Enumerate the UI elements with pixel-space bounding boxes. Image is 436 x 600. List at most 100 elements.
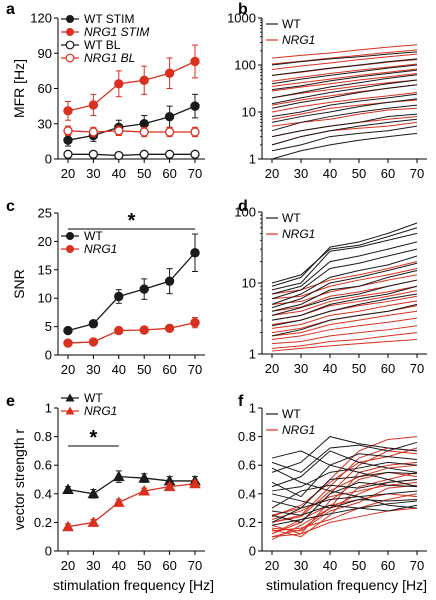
y-tick-label: 1 — [249, 152, 256, 167]
x-tick-label: 60 — [162, 558, 176, 573]
y-tick-label: 120 — [30, 11, 52, 26]
data-point — [138, 484, 151, 496]
y-axis-label: MFR [Hz] — [11, 59, 27, 118]
y-tick-label: 0 — [249, 544, 256, 559]
x-tick-label: 60 — [162, 166, 176, 181]
data-point — [112, 470, 125, 482]
nrg1-line-13 — [271, 261, 418, 295]
x-tick-label: 30 — [294, 166, 308, 181]
data-point — [164, 68, 175, 78]
wt-line-12 — [271, 58, 418, 76]
wt-line-5 — [271, 262, 418, 309]
x-tick-label: 70 — [188, 166, 202, 181]
y-axis-label: SNR — [11, 269, 27, 299]
wt-line-13 — [271, 450, 418, 488]
nrg1-line-11 — [271, 274, 418, 305]
legend-label: NRG1 STIM — [84, 25, 149, 39]
legend-label: WT — [84, 229, 103, 243]
panel-label: c — [6, 198, 15, 215]
nrg1-line-9 — [271, 285, 418, 316]
x-tick-label: 50 — [352, 558, 366, 573]
nrg1-line-1 — [271, 116, 418, 138]
legend-label: NRG1 — [84, 242, 117, 256]
wt-line-13 — [271, 51, 418, 66]
y-tick-label: 30 — [38, 116, 52, 131]
legend-marker — [66, 245, 74, 253]
data-point — [164, 276, 175, 286]
significance-star: * — [90, 427, 98, 449]
data-point — [114, 291, 124, 302]
nrg1-line-0 — [271, 121, 418, 146]
wt-line-4 — [271, 471, 418, 509]
wt-line-8 — [271, 79, 418, 105]
legend-label: NRG1 — [84, 404, 117, 418]
series-line — [67, 252, 196, 332]
significance-star: * — [128, 210, 136, 232]
series-line — [67, 475, 195, 495]
x-tick-label: 40 — [112, 362, 126, 377]
x-tick-label: 30 — [294, 558, 308, 573]
x-axis-label: stimulation frequency [Hz] — [266, 577, 427, 593]
x-tick-label: 20 — [61, 558, 75, 573]
legend-marker — [66, 28, 74, 36]
legend-label: NRG1 — [282, 423, 315, 437]
legend-marker — [66, 15, 74, 23]
wt-line-11 — [271, 450, 418, 488]
data-point — [139, 75, 149, 85]
x-tick-label: 40 — [323, 361, 337, 376]
x-tick-label: 60 — [381, 558, 395, 573]
data-point — [164, 149, 175, 159]
legend-label: NRG1 BL — [84, 51, 135, 65]
nrg1-line-8 — [271, 68, 418, 87]
nrg1-line-13 — [271, 44, 418, 59]
nrg1-line-7 — [271, 493, 418, 532]
legend-marker — [65, 53, 75, 63]
y-tick-label: 10 — [242, 276, 256, 291]
x-tick-label: 60 — [162, 362, 176, 377]
series-1 — [62, 477, 201, 532]
data-point — [190, 149, 200, 159]
x-tick-label: 50 — [137, 558, 151, 573]
legend-label: WT — [282, 407, 301, 421]
y-tick-label: 100 — [234, 58, 256, 73]
wt-line-9 — [271, 467, 418, 509]
legend-marker — [66, 232, 74, 240]
y-tick-label: 1 — [45, 401, 52, 416]
panel-d: d 1 10 100 20 30 40 50 60 70 WT NRG1 — [234, 198, 427, 376]
y-tick-label: 60 — [38, 81, 52, 96]
data-point — [138, 472, 151, 483]
panel-label: d — [238, 198, 248, 215]
data-point — [139, 149, 149, 159]
wt-line-6 — [271, 93, 418, 118]
legend-marker — [65, 393, 75, 402]
panel-label: f — [238, 393, 244, 410]
nrg1-line-1 — [271, 332, 418, 349]
series-line — [67, 130, 195, 133]
nrg1-line-12 — [271, 268, 418, 300]
series-0 — [63, 233, 200, 336]
data-point — [114, 150, 124, 161]
y-tick-label: 100 — [234, 205, 256, 220]
y-tick-label: 10 — [242, 105, 256, 120]
nrg1-line-1 — [271, 450, 418, 535]
x-tick-label: 60 — [381, 166, 395, 181]
data-point — [139, 119, 149, 129]
panel-b: b 1 10 100 1000 20 30 40 50 60 70 WT NRG1 — [227, 1, 427, 181]
data-point — [87, 487, 100, 499]
wt-line-0 — [271, 132, 418, 160]
series-1 — [63, 317, 200, 348]
legend-label: WT — [282, 211, 301, 225]
x-tick-label: 30 — [86, 362, 100, 377]
x-tick-label: 30 — [86, 166, 100, 181]
wt-line-7 — [271, 248, 418, 300]
data-point — [139, 284, 149, 294]
series-3 — [63, 125, 200, 138]
panel-e: e 0 0.2 0.4 0.6 0.8 1 20 30 40 50 60 70 vector streng… — [6, 391, 214, 593]
x-tick-label: 30 — [294, 361, 308, 376]
wt-line-0 — [271, 441, 418, 473]
wt-line-0 — [271, 303, 418, 337]
x-tick-label: 70 — [410, 361, 424, 376]
